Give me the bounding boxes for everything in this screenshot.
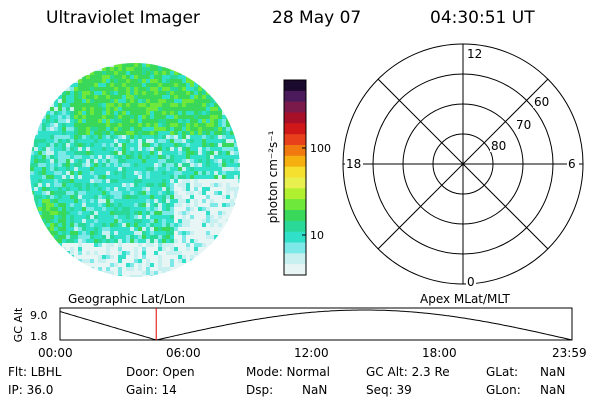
altitude-left-title: Geographic Lat/Lon	[68, 292, 186, 306]
colorbar-tick-label-10: 10	[310, 229, 324, 242]
glon-label: GLon:	[486, 383, 521, 397]
colorbar-cell	[284, 134, 306, 146]
mlt-label-6: 6	[568, 157, 576, 171]
colorbar-cell	[284, 210, 306, 222]
altitude-chart: GC Alt 9.0 1.8 00:00 06:00 12:00 18:00 2…	[12, 307, 587, 360]
altitude-ytick-low: 1.8	[30, 330, 48, 343]
date-label: 28 May 07	[272, 8, 362, 28]
colorbar-cell	[284, 231, 306, 243]
mlt-label-0: 0	[467, 275, 475, 289]
glat-value: NaN	[540, 365, 566, 379]
x-tick-1200: 12:00	[294, 346, 329, 360]
colorbar-frame	[283, 79, 307, 276]
colorbar-tick-label-100: 100	[310, 142, 331, 155]
dsp-label: Dsp:	[246, 383, 274, 397]
colorbar-cell	[284, 145, 306, 157]
glon-value: NaN	[540, 383, 566, 397]
mlat-label-80: 80	[491, 139, 506, 153]
ip-readout: IP: 36.0	[8, 383, 54, 397]
colorbar-cell	[284, 112, 306, 124]
uv-image	[30, 63, 240, 277]
x-tick-2359: 23:59	[552, 346, 587, 360]
mlat-label-70: 70	[516, 118, 531, 132]
colorbar-cell	[284, 242, 306, 254]
glat-label: GLat:	[486, 365, 519, 379]
dsp-value: NaN	[302, 383, 328, 397]
filter-readout: Flt: LBHL	[8, 365, 62, 379]
colorbar-cell	[284, 155, 306, 168]
altitude-curve	[59, 309, 573, 341]
colorbar-unit-label: photon cm⁻²s⁻¹	[266, 130, 280, 223]
colorbar-cell	[284, 199, 306, 211]
seq-readout: Seq: 39	[366, 383, 412, 397]
instrument-title: Ultraviolet Imager	[46, 8, 200, 28]
altitude-right-title: Apex MLat/MLT	[420, 292, 510, 306]
door-readout: Door: Open	[126, 365, 195, 379]
altitude-ylabel: GC Alt	[12, 307, 25, 342]
altitude-ytick-high: 9.0	[30, 309, 48, 322]
gc-alt-readout: GC Alt: 2.3 Re	[366, 365, 450, 379]
x-tick-0600: 06:00	[166, 346, 201, 360]
colorbar-cell	[284, 90, 306, 103]
colorbar-cell	[284, 166, 306, 178]
x-tick-0000: 00:00	[38, 346, 73, 360]
polar-diagonal-2	[377, 78, 549, 250]
time-label: 04:30:51 UT	[430, 8, 535, 28]
colorbar-cell	[284, 264, 306, 276]
colorbar: 100 10 photon cm⁻²s⁻¹	[266, 79, 331, 276]
gain-readout: Gain: 14	[126, 383, 177, 397]
colorbar-cell	[284, 253, 306, 265]
colorbar-cell	[284, 177, 306, 189]
mlt-label-12: 12	[467, 47, 482, 61]
colorbar-cell	[284, 101, 306, 113]
mode-readout: Mode: Normal	[246, 365, 330, 379]
colorbar-cell	[284, 123, 306, 135]
mlat-label-60: 60	[534, 95, 549, 109]
altitude-frame	[59, 307, 573, 341]
colorbar-cell	[284, 80, 306, 92]
colorbar-cell	[284, 188, 306, 200]
polar-grid: 12 18 6 0 60 70 80	[342, 43, 584, 289]
mlt-label-18: 18	[346, 157, 361, 171]
x-tick-1800: 18:00	[422, 346, 457, 360]
colorbar-cell	[284, 220, 306, 233]
